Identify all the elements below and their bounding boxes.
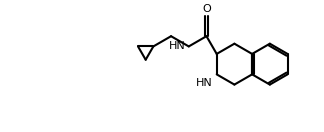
Text: HN: HN bbox=[169, 41, 186, 51]
Text: HN: HN bbox=[196, 78, 213, 88]
Text: O: O bbox=[202, 4, 211, 14]
